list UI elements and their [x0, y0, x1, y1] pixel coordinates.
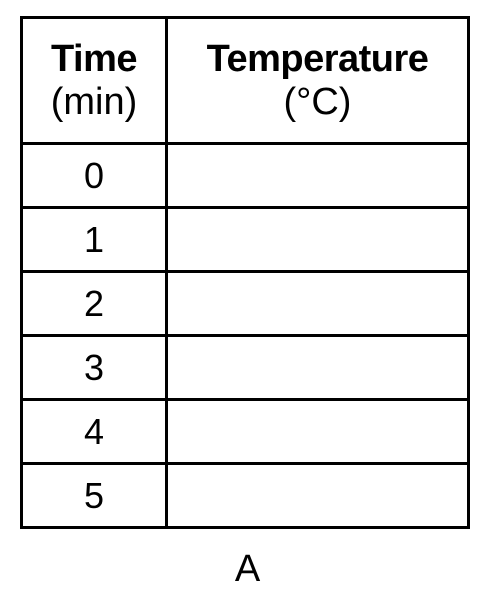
time-cell: 0 [22, 144, 167, 208]
time-header-unit: (min) [23, 80, 165, 124]
temperature-cell [167, 208, 469, 272]
table-body: 0 1 2 3 4 5 [22, 144, 469, 528]
time-cell: 4 [22, 400, 167, 464]
time-header-title: Time [23, 38, 165, 80]
table-row: 0 [22, 144, 469, 208]
temperature-cell [167, 400, 469, 464]
table-header: Time (min) Temperature (°C) [22, 18, 469, 144]
temperature-cell [167, 272, 469, 336]
temperature-column-header: Temperature (°C) [167, 18, 469, 144]
table-row: 1 [22, 208, 469, 272]
time-column-header: Time (min) [22, 18, 167, 144]
table-caption: A [0, 545, 495, 593]
temperature-header-unit: (°C) [168, 80, 467, 124]
table-row: 5 [22, 464, 469, 528]
table-row: 4 [22, 400, 469, 464]
header-row: Time (min) Temperature (°C) [22, 18, 469, 144]
temperature-cell [167, 464, 469, 528]
time-cell: 2 [22, 272, 167, 336]
time-cell: 3 [22, 336, 167, 400]
temperature-header-title: Temperature [168, 38, 467, 80]
time-cell: 5 [22, 464, 167, 528]
temperature-cell [167, 144, 469, 208]
table-row: 2 [22, 272, 469, 336]
time-temperature-table: Time (min) Temperature (°C) 0 1 2 3 4 [20, 16, 470, 529]
temperature-cell [167, 336, 469, 400]
table-row: 3 [22, 336, 469, 400]
time-cell: 1 [22, 208, 167, 272]
